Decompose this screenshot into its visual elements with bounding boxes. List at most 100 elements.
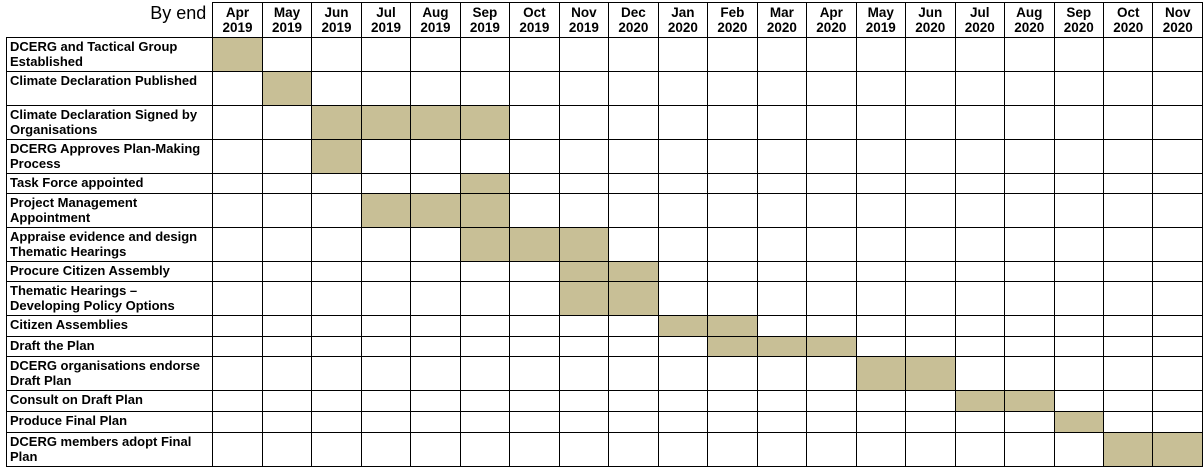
timeline-cell [410,281,461,316]
task-label: Consult on Draft Plan [5,390,214,412]
timeline-cell [1102,139,1154,174]
timeline-cell [707,411,758,433]
task-label: Procure Citizen Assembly [5,261,214,282]
timeline-cell [410,390,461,412]
corner-label: By end [150,2,207,23]
timeline-cell [311,356,362,391]
timeline-cell [608,227,659,262]
timeline-cell-active [1102,432,1154,467]
timeline-cell [261,356,313,391]
timeline-cell [608,336,659,357]
timeline-cell [212,281,263,316]
timeline-cell [756,105,808,140]
timeline-cell-active [261,71,313,106]
month-header: Nov 2020 [1152,2,1203,38]
timeline-cell [1102,390,1154,412]
timeline-cell [905,227,956,262]
timeline-cell [657,336,709,357]
timeline-cell [1004,139,1055,174]
timeline-cell [558,173,610,194]
timeline-cell [855,193,907,228]
timeline-cell [212,411,263,433]
timeline-cell [509,105,560,140]
timeline-cell [1152,315,1203,337]
timeline-cell [410,173,461,194]
timeline-cell [311,193,362,228]
timeline-cell-active [558,261,610,282]
timeline-cell-active [459,227,511,262]
timeline-cell [707,227,758,262]
timeline-cell [1004,227,1055,262]
task-row: DCERG members adopt Final Plan [5,432,1203,467]
timeline-cell [509,37,560,72]
month-header: Aug 2019 [410,2,461,38]
timeline-cell [261,227,313,262]
timeline-cell [1152,173,1203,194]
timeline-cell [707,390,758,412]
timeline-cell [212,390,263,412]
task-label: Project Management Appointment [5,193,214,228]
timeline-cell [360,261,412,282]
timeline-cell [756,173,808,194]
timeline-cell [509,315,560,337]
task-label: Thematic Hearings – Developing Policy Op… [5,281,214,316]
timeline-cell [855,227,907,262]
timeline-cell [1053,173,1104,194]
timeline-cell [905,193,956,228]
timeline-cell [1053,432,1104,467]
timeline-cell [212,227,263,262]
timeline-cell-active [1152,432,1203,467]
timeline-cell [1053,105,1104,140]
timeline-cell [905,105,956,140]
timeline-cell [855,71,907,106]
timeline-cell [707,261,758,282]
timeline-cell-active [360,193,412,228]
timeline-cell [261,193,313,228]
timeline-cell [1053,390,1104,412]
timeline-cell [1102,315,1154,337]
timeline-cell [212,315,263,337]
timeline-cell [1053,315,1104,337]
month-header: Dec 2020 [608,2,659,38]
timeline-cell [905,411,956,433]
timeline-cell [806,139,857,174]
timeline-cell [410,139,461,174]
timeline-cell [806,105,857,140]
timeline-cell [756,227,808,262]
timeline-cell [905,261,956,282]
timeline-cell [657,105,709,140]
task-row: DCERG organisations endorse Draft Plan [5,356,1203,391]
task-row: Draft the Plan [5,336,1203,357]
timeline-cell [707,193,758,228]
timeline-cell [1152,139,1203,174]
timeline-cell [707,37,758,72]
timeline-cell [608,193,659,228]
timeline-cell [1102,356,1154,391]
timeline-cell [756,261,808,282]
timeline-cell-active [459,173,511,194]
timeline-cell [1152,356,1203,391]
timeline-cell-active [311,139,362,174]
timeline-cell [311,227,362,262]
timeline-cell [360,411,412,433]
timeline-cell [1102,37,1154,72]
timeline-cell [608,315,659,337]
timeline-cell [657,432,709,467]
timeline-cell [1102,71,1154,106]
timeline-cell [459,411,511,433]
month-header: Jun 2019 [311,2,362,38]
timeline-cell [954,315,1006,337]
timeline-cell-active [459,105,511,140]
timeline-cell [261,139,313,174]
task-row: Produce Final Plan [5,411,1203,433]
timeline-cell-active [657,315,709,337]
timeline-cell [756,356,808,391]
timeline-cell-active [756,336,808,357]
timeline-cell-active [410,193,461,228]
timeline-cell [1053,37,1104,72]
timeline-cell [360,173,412,194]
timeline-cell [707,281,758,316]
timeline-cell [509,356,560,391]
timeline-cell [1102,411,1154,433]
month-header: Jul 2019 [360,2,412,38]
